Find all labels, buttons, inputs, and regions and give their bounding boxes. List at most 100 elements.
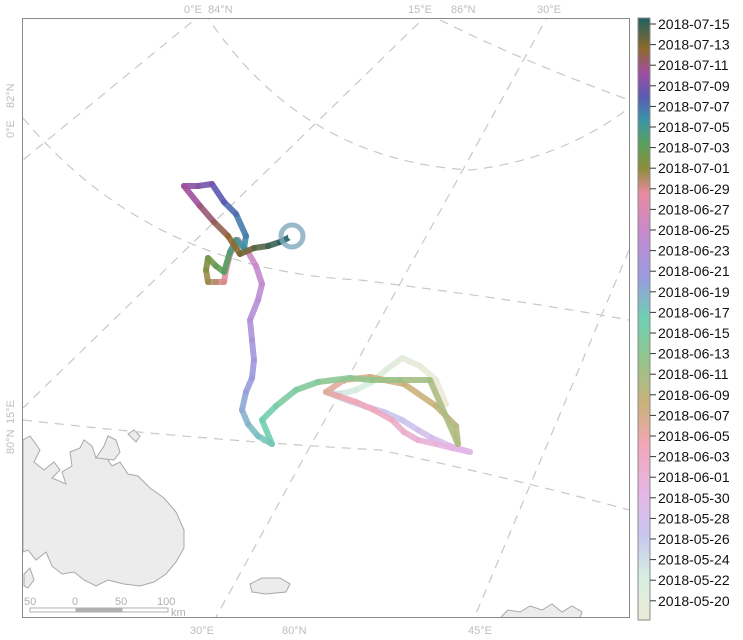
track-segment [383,355,405,373]
track-segment [181,183,203,209]
legend-date-label: 2018-07-15 [658,16,730,32]
land-layer [23,429,583,617]
meridian-45e [473,249,629,617]
track-segment [233,211,249,239]
legend: 2018-07-15 2018-07-13 2018-07-11 2018-07-09… [637,16,730,621]
legend-date-label: 2018-06-23 [658,243,730,259]
legend-date-label: 2018-05-24 [658,552,730,568]
track-segment [249,357,257,381]
legend-date-label: 2018-05-20 [658,593,730,609]
track-segment [347,375,375,383]
legend-date-label: 2018-06-11 [658,366,729,382]
track [181,181,473,455]
track-segment [293,379,321,393]
track-segment [253,263,265,287]
track-segment [427,377,461,447]
track-segment [353,399,377,413]
grat-label-84n-top: 84°N [208,4,233,16]
legend-date-label: 2018-06-09 [658,387,730,403]
scale-tick-label: 50 [115,596,127,608]
track-segment [449,445,473,455]
graticule [23,19,629,617]
map-layers [23,19,629,617]
legend-date-label: 2018-05-28 [658,510,730,526]
scale-unit-label: km [171,607,186,619]
land-fjl [500,603,583,617]
grat-label-80n-left: 80°N [5,429,17,454]
track-segment [401,381,439,409]
legend-date-label: 2018-06-07 [658,407,730,423]
track-segment [259,403,279,423]
track-segment [315,375,353,385]
parallel-82n [23,117,629,321]
legend-labels: 2018-07-15 2018-07-13 2018-07-11 2018-07-09… [650,16,730,609]
grat-label-82n-left: 82°N [5,83,17,108]
grat-label-0e-top: 0°E [184,4,202,16]
legend-date-label: 2018-06-17 [658,304,730,320]
track-segment [249,337,257,363]
parallel-86n [439,19,629,101]
track-segment [417,363,439,383]
legend-date-label: 2018-07-01 [658,160,730,176]
track-segment [381,409,405,423]
scale-tick-label: 100 [157,596,175,608]
track-segment [433,377,449,407]
land-svalbard-east [95,435,121,461]
track-segment [197,203,217,225]
scale-bar-seg-1 [29,607,77,613]
legend-date-label: 2018-05-26 [658,531,730,547]
legend-date-label: 2018-07-11 [658,57,729,73]
scale-tick-label: 50 [24,596,36,608]
legend-date-label: 2018-07-09 [658,78,730,94]
legend-date-label: 2018-05-22 [658,572,730,588]
track-segment [247,297,261,323]
grat-label-45e-bottom: 45°E [468,625,492,637]
parallel-84n [208,19,629,171]
track-segment [415,437,439,447]
track-segment [247,317,255,343]
land-svalbard [23,435,185,587]
legend-date-label: 2018-06-19 [658,284,730,300]
grat-label-30e-bottom: 30°E [190,625,214,637]
grat-label-30e-top: 30°E [537,4,561,16]
legend-date-label: 2018-07-05 [658,119,730,135]
legend-date-label: 2018-06-21 [658,263,730,279]
meridian-30e [215,19,547,617]
legend-date-label: 2018-05-30 [658,490,730,506]
track-segment [221,249,233,275]
scale-tick-label: 0 [72,596,78,608]
track-segment [211,219,231,239]
legend-date-label: 2018-06-01 [658,469,730,485]
grat-label-80n-bottom: 80°N [282,625,307,637]
track-segment [225,233,243,257]
land-islet-a [127,429,141,443]
legend-date-label: 2018-07-03 [658,140,730,156]
track-segment [371,407,395,423]
meridian-0e [23,19,197,161]
track-segment [399,355,423,369]
current-position-dot [288,232,296,240]
scale-bar-seg-3 [121,607,169,613]
track-segment [399,417,421,433]
current-position-marker [278,222,306,250]
legend-color-ramp [637,17,651,621]
grat-label-15e-left: 15°E [5,400,17,424]
track-segment [335,393,359,405]
legend-date-label: 2018-06-27 [658,201,730,217]
track-segment [273,387,299,409]
scale-bar: 50 0 50 100 km [24,596,186,619]
track-segment [239,389,249,413]
track-segment [209,181,227,205]
legend-date-label: 2018-06-13 [658,346,730,362]
grat-label-86n-top: 86°N [451,4,476,16]
land-kvitoya [249,577,291,595]
legend-date-label: 2018-06-15 [658,325,730,341]
scale-bar-seg-2 [75,607,123,613]
legend-date-label: 2018-07-07 [658,98,730,114]
legend-date-label: 2018-07-13 [658,37,730,53]
legend-date-label: 2018-06-25 [658,222,730,238]
legend-date-label: 2018-06-03 [658,449,730,465]
meridian-15e [23,19,424,409]
legend-date-label: 2018-06-05 [658,428,730,444]
